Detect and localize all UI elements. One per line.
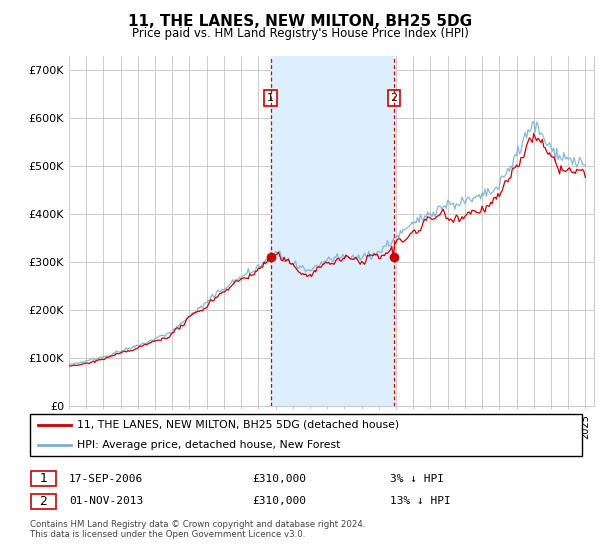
Text: 11, THE LANES, NEW MILTON, BH25 5DG (detached house): 11, THE LANES, NEW MILTON, BH25 5DG (det…: [77, 420, 399, 430]
Text: 13% ↓ HPI: 13% ↓ HPI: [390, 496, 451, 506]
Text: 2: 2: [40, 494, 47, 508]
Text: HPI: Average price, detached house, New Forest: HPI: Average price, detached house, New …: [77, 440, 340, 450]
Text: 01-NOV-2013: 01-NOV-2013: [69, 496, 143, 506]
Text: 1: 1: [40, 472, 47, 486]
Text: £310,000: £310,000: [252, 496, 306, 506]
Bar: [271, 56, 394, 406]
Text: 11, THE LANES, NEW MILTON, BH25 5DG: 11, THE LANES, NEW MILTON, BH25 5DG: [128, 14, 472, 29]
Text: 1: 1: [267, 93, 274, 103]
Text: 17-SEP-2006: 17-SEP-2006: [69, 474, 143, 484]
Text: £310,000: £310,000: [252, 474, 306, 484]
Text: Contains HM Land Registry data © Crown copyright and database right 2024.
This d: Contains HM Land Registry data © Crown c…: [30, 520, 365, 539]
Text: 2: 2: [391, 93, 397, 103]
Text: 3% ↓ HPI: 3% ↓ HPI: [390, 474, 444, 484]
Text: Price paid vs. HM Land Registry's House Price Index (HPI): Price paid vs. HM Land Registry's House …: [131, 27, 469, 40]
